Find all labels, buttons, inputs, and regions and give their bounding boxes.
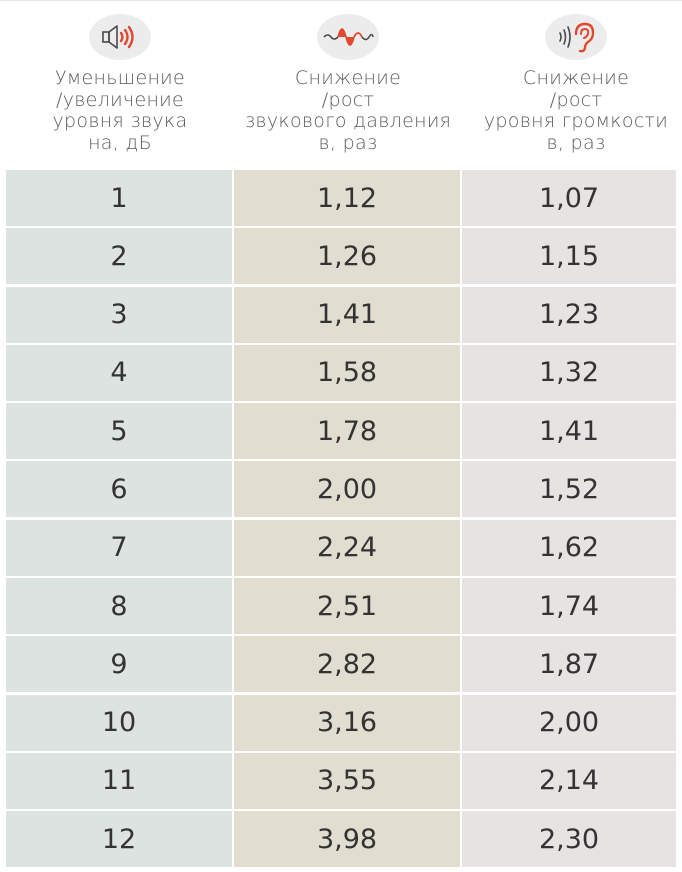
pressure-cell: 2,82	[234, 636, 460, 693]
table-row: 2 1,26 1,15	[6, 228, 676, 285]
pressure-cell: 2,51	[234, 578, 460, 635]
loudness-cell: 1,41	[462, 403, 676, 460]
loudness-cell: 1,62	[462, 519, 676, 576]
table-row: 3 1,41 1,23	[6, 286, 676, 343]
pressure-cell: 1,26	[234, 228, 460, 285]
pressure-cell: 2,24	[234, 519, 460, 576]
table-row: 7 2,24 1,62	[6, 519, 676, 576]
loudness-cell: 1,32	[462, 344, 676, 401]
header-col-pressure: Снижение /рост звукового давления в, раз	[234, 0, 462, 154]
header-col-db: Уменьшение /увеличение уровня звука на, …	[6, 0, 234, 154]
db-cell: 11	[6, 752, 232, 809]
table-row: 11 3,55 2,14	[6, 752, 676, 809]
pressure-cell: 3,16	[234, 694, 460, 751]
pressure-cell: 1,78	[234, 403, 460, 460]
loudness-cell: 1,15	[462, 228, 676, 285]
pressure-cell: 1,58	[234, 344, 460, 401]
speaker-icon	[89, 14, 151, 60]
table-row: 1 1,12 1,07	[6, 170, 676, 226]
db-cell: 7	[6, 519, 232, 576]
table-row: 6 2,00 1,52	[6, 461, 676, 518]
header-col-loudness: Снижение /рост уровня громкости в, раз	[462, 0, 682, 154]
db-cell: 12	[6, 811, 232, 868]
db-cell: 10	[6, 694, 232, 751]
db-cell: 9	[6, 636, 232, 693]
db-cell: 8	[6, 578, 232, 635]
db-cell: 4	[6, 344, 232, 401]
db-cell: 5	[6, 403, 232, 460]
db-cell: 3	[6, 286, 232, 343]
sound-wave-icon	[317, 14, 379, 60]
db-cell: 6	[6, 461, 232, 518]
table-row: 5 1,78 1,41	[6, 403, 676, 460]
loudness-cell: 2,00	[462, 694, 676, 751]
loudness-cell: 1,74	[462, 578, 676, 635]
top-divider	[0, 0, 682, 1]
pressure-cell: 1,41	[234, 286, 460, 343]
table-row: 4 1,58 1,32	[6, 344, 676, 401]
table-row: 10 3,16 2,00	[6, 694, 676, 751]
header-label: Снижение /рост звукового давления в, раз	[244, 67, 452, 154]
pressure-cell: 3,98	[234, 811, 460, 868]
table-row: 9 2,82 1,87	[6, 636, 676, 693]
loudness-cell: 2,30	[462, 811, 676, 868]
pressure-cell: 2,00	[234, 461, 460, 518]
loudness-cell: 1,52	[462, 461, 676, 518]
db-cell: 2	[6, 228, 232, 285]
db-cell: 1	[6, 170, 232, 226]
table-row: 8 2,51 1,74	[6, 578, 676, 635]
loudness-cell: 2,14	[462, 752, 676, 809]
pressure-cell: 1,12	[234, 170, 460, 226]
ear-icon	[545, 14, 607, 60]
pressure-cell: 3,55	[234, 752, 460, 809]
table-header: Уменьшение /увеличение уровня звука на, …	[0, 0, 682, 170]
loudness-cell: 1,23	[462, 286, 676, 343]
header-label: Снижение /рост уровня громкости в, раз	[483, 67, 669, 154]
loudness-cell: 1,87	[462, 636, 676, 693]
header-label: Уменьшение /увеличение уровня звука на, …	[52, 67, 188, 154]
table-row: 12 3,98 2,30	[6, 811, 676, 868]
loudness-cell: 1,07	[462, 170, 676, 226]
data-table: 1 1,12 1,07 2 1,26 1,15 3 1,41 1,23 4 1,58 1,32 5 1,7…	[6, 170, 676, 870]
